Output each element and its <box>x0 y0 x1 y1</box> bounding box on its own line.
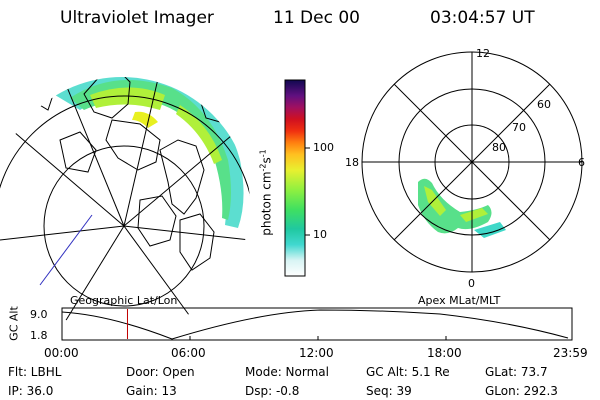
door-status: Door: Open <box>126 365 195 379</box>
terminator-line <box>39 214 93 286</box>
timeline-ytick-top: 9.0 <box>30 308 48 321</box>
glat-status: GLat: 73.7 <box>485 365 548 379</box>
timeline-ylabel: GC Alt <box>7 306 21 341</box>
right-panel-caption: Apex MLat/MLT <box>418 294 501 307</box>
mode-status: Mode: Normal <box>245 365 329 379</box>
mlt-label-0: 0 <box>468 277 475 290</box>
colorbar-tick-100: 100 <box>313 141 334 154</box>
timeline-xtick-0: 00:00 <box>44 346 79 360</box>
instrument-title: Ultraviolet Imager <box>60 8 214 28</box>
filter-status: Flt: LBHL <box>8 365 62 379</box>
colorbar <box>284 79 306 277</box>
timeline-xtick-4: 23:59 <box>553 346 588 360</box>
geographic-map <box>0 77 250 333</box>
mlat-label-80: 80 <box>492 141 506 154</box>
mlt-label-12: 12 <box>476 47 490 60</box>
mlt-label-6: 6 <box>578 156 585 169</box>
altitude-curve <box>61 309 569 340</box>
mlt-label-18: 18 <box>345 156 359 169</box>
colorbar-unit-label: photon cm-2s-1 <box>258 149 274 236</box>
timeline-xtick-3: 18:00 <box>427 346 462 360</box>
mlat-label-70: 70 <box>512 121 526 134</box>
timeline-ytick-bottom: 1.8 <box>30 329 48 342</box>
dsp-status: Dsp: -0.8 <box>245 384 300 398</box>
aurora-oval-polar <box>418 178 492 234</box>
polar-plot <box>361 51 583 273</box>
altitude-timeline <box>61 307 573 341</box>
mlat-label-60: 60 <box>537 98 551 111</box>
timeline-xtick-2: 12:00 <box>299 346 334 360</box>
date-label: 11 Dec 00 <box>273 8 360 28</box>
seq-status: Seq: 39 <box>366 384 412 398</box>
left-panel-caption: Geographic Lat/Lon <box>70 294 178 307</box>
glon-status: GLon: 292.3 <box>485 384 558 398</box>
colorbar-tick-10: 10 <box>313 228 327 241</box>
timeline-xtick-1: 06:00 <box>171 346 206 360</box>
time-label: 03:04:57 UT <box>430 8 535 28</box>
gc-alt-status: GC Alt: 5.1 Re <box>366 365 450 379</box>
ip-status: IP: 36.0 <box>8 384 54 398</box>
gain-status: Gain: 13 <box>126 384 177 398</box>
